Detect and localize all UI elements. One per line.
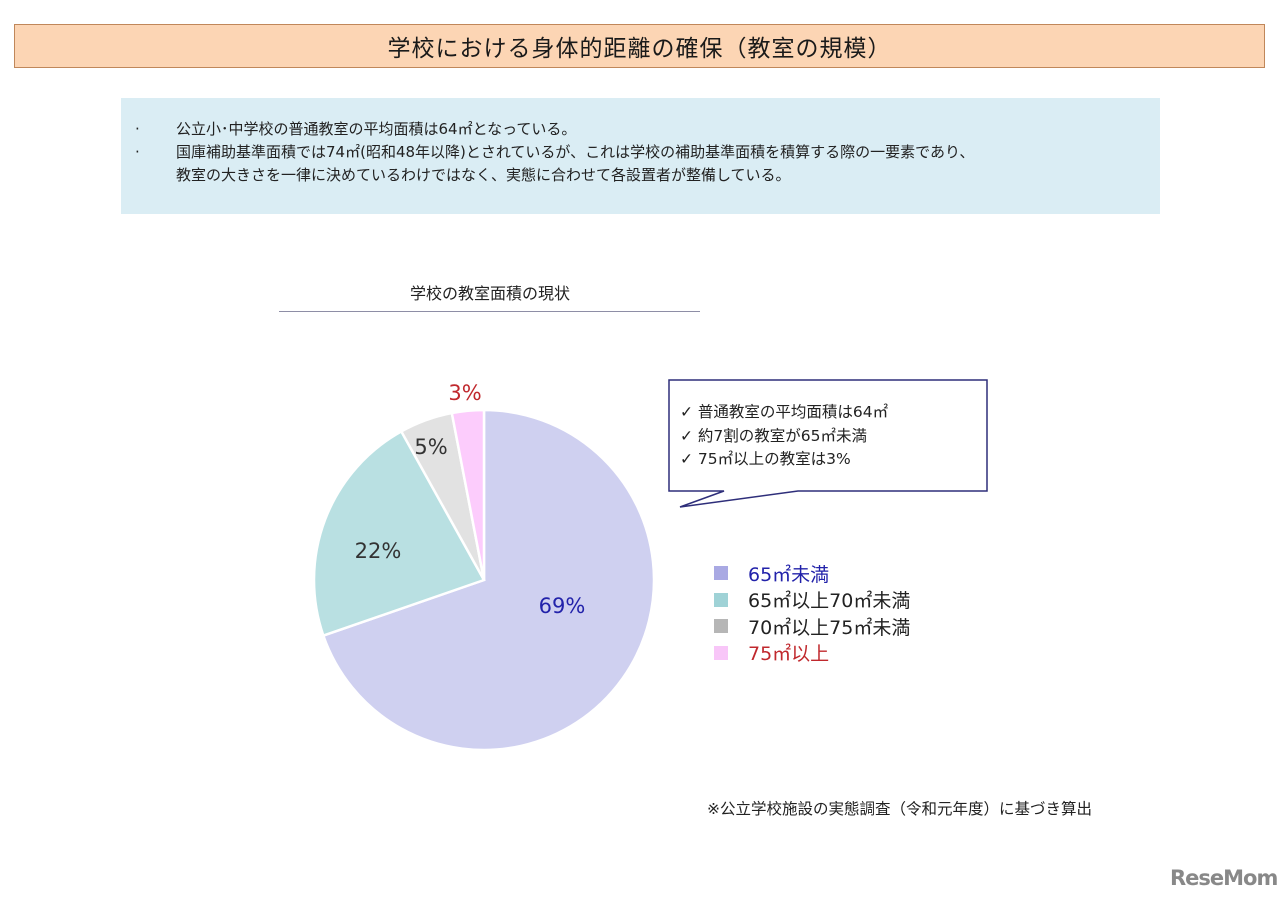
slice-label-65-under: 69% xyxy=(538,594,586,618)
pie-slice xyxy=(450,408,486,581)
slice-label-75-over: 3% xyxy=(448,381,482,405)
legend-swatch xyxy=(714,566,728,581)
page-title: 学校における身体的距離の確保（教室の規模） xyxy=(14,24,1265,68)
legend-item: 65㎡未満 xyxy=(714,560,910,587)
slice-label-65-70: 22% xyxy=(354,539,402,563)
chart-title-underline xyxy=(279,311,700,312)
info-bullet: · 国庫補助基準面積では74㎡(昭和48年以降)とされているが、これは学校の補助… xyxy=(121,141,1160,164)
info-text: 公立小･中学校の普通教室の平均面積は64㎡となっている。 xyxy=(176,120,577,138)
bullet-marker: · xyxy=(135,120,140,138)
callout-item: ✓ 75㎡以上の教室は3% xyxy=(680,450,851,468)
callout-item: ✓ 普通教室の平均面積は64㎡ xyxy=(680,403,889,421)
info-text: 国庫補助基準面積では74㎡(昭和48年以降)とされているが、これは学校の補助基準… xyxy=(176,143,975,161)
callout-text: ✓ 普通教室の平均面積は64㎡ ✓ 約7割の教室が65㎡未満 ✓ 75㎡以上の教… xyxy=(680,401,888,472)
legend-label: 70㎡以上75㎡未満 xyxy=(748,616,911,639)
bullet-marker: · xyxy=(135,143,140,161)
chart-legend: 65㎡未満 65㎡以上70㎡未満 70㎡以上75㎡未満 75㎡以上 xyxy=(714,560,910,666)
legend-swatch xyxy=(714,592,728,607)
slice-label-70-75: 5% xyxy=(414,435,448,459)
legend-label: 75㎡以上 xyxy=(748,643,830,666)
legend-label: 65㎡未満 xyxy=(748,563,830,586)
resemom-logo: ReseMom xyxy=(1170,866,1278,890)
pie-slice xyxy=(312,429,486,638)
legend-swatch xyxy=(714,619,728,634)
info-bullet-continuation: 教室の大きさを一律に決めているわけではなく、実態に合わせて各設置者が整備している… xyxy=(121,164,1160,187)
source-footnote: ※公立学校施設の実態調査（令和元年度）に基づき算出 xyxy=(707,800,1092,818)
callout-item: ✓ 約7割の教室が65㎡未満 xyxy=(680,426,867,445)
info-text: 教室の大きさを一律に決めているわけではなく、実態に合わせて各設置者が整備している… xyxy=(176,166,791,184)
legend-item: 65㎡以上70㎡未満 xyxy=(714,587,910,614)
legend-swatch xyxy=(714,645,728,660)
info-box: · 公立小･中学校の普通教室の平均面積は64㎡となっている。 · 国庫補助基準面… xyxy=(121,98,1160,214)
callout-bubble xyxy=(668,379,988,508)
pie-slice xyxy=(321,408,656,752)
info-bullet: · 公立小･中学校の普通教室の平均面積は64㎡となっている。 xyxy=(121,118,1160,141)
legend-item: 70㎡以上75㎡未満 xyxy=(714,613,910,640)
legend-item: 75㎡以上 xyxy=(714,640,910,667)
chart-title: 学校の教室面積の現状 xyxy=(409,284,570,303)
legend-label: 65㎡以上70㎡未満 xyxy=(748,590,911,613)
